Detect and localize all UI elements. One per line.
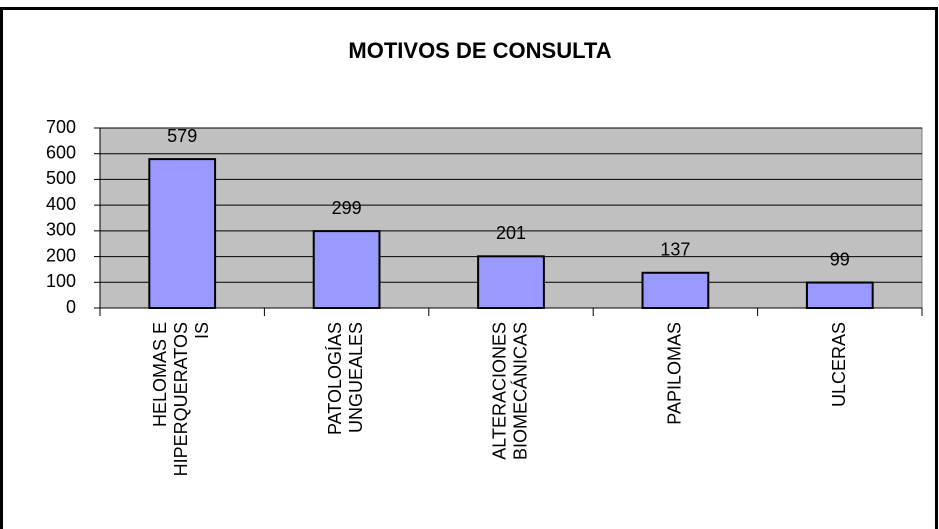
bar — [805, 281, 874, 309]
x-tick-label: ULCERAS — [829, 322, 849, 407]
y-tick-label: 600 — [46, 142, 76, 162]
bar — [148, 158, 217, 309]
y-tick-label: 400 — [46, 194, 76, 214]
y-tick-label: 300 — [46, 220, 76, 240]
value-label: 579 — [167, 126, 197, 146]
x-tick-label: HELOMAS EHIPERQUERATOSIS — [150, 322, 212, 476]
chart-frame — [0, 7, 938, 529]
y-tick-label: 100 — [46, 271, 76, 291]
value-label: 99 — [830, 249, 850, 269]
bar — [312, 230, 381, 309]
x-tick-label: ALTERACIONESBIOMECÁNICAS — [489, 322, 530, 460]
y-tick-label: 500 — [46, 168, 76, 188]
y-tick-label: 700 — [46, 117, 76, 137]
bar — [641, 271, 710, 309]
value-label: 201 — [496, 223, 526, 243]
y-tick-label: 0 — [66, 297, 76, 317]
x-tick-label: PATOLOGÍASUNGUEALES — [325, 322, 366, 435]
x-tick-label: PAPILOMAS — [664, 322, 684, 425]
value-label: 137 — [660, 240, 690, 260]
y-tick-label: 200 — [46, 245, 76, 265]
chart-title: MOTIVOS DE CONSULTA — [348, 38, 611, 63]
bar — [477, 255, 545, 310]
value-label: 299 — [332, 198, 362, 218]
